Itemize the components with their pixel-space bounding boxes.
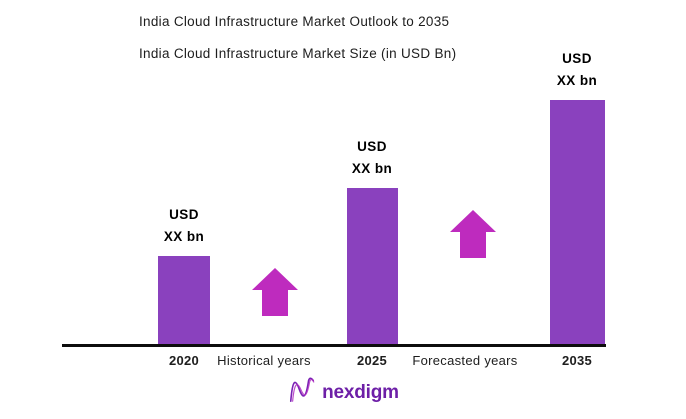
bar-value-label-line1: USD [357, 139, 387, 154]
bar-group-2020: USD XX bn [139, 204, 229, 344]
bar-group-2035: USD XX bn [532, 48, 622, 344]
bar-value-label-line2: XX bn [556, 73, 598, 88]
bar-value-label-line2: XX bn [351, 161, 393, 176]
annotation-forecasted-years: Forecasted years [412, 353, 518, 368]
x-tick-2035: 2035 [561, 353, 593, 368]
chart-title: India Cloud Infrastructure Market Outloo… [139, 14, 450, 29]
x-axis-line [62, 344, 606, 347]
bar-value-label-line2: XX bn [163, 229, 205, 244]
bar-value-label-2020: USD XX bn [164, 204, 204, 248]
nexdigm-logo-text: nexdigm [322, 381, 399, 403]
bar-2035 [549, 100, 605, 344]
bar-2025 [346, 188, 398, 344]
up-arrow-icon [252, 268, 298, 321]
x-tick-2025: 2025 [356, 353, 388, 368]
annotation-historical-years: Historical years [217, 353, 311, 368]
bar-group-2025: USD XX bn [327, 136, 417, 344]
bar-value-label-2035: USD XX bn [557, 48, 597, 92]
nexdigm-logo-icon [287, 374, 317, 411]
bar-2020 [158, 256, 210, 344]
nexdigm-logo: nexdigm [0, 374, 686, 411]
x-tick-2020: 2020 [168, 353, 200, 368]
bar-value-label-2025: USD XX bn [352, 136, 392, 180]
bar-value-label-line1: USD [169, 207, 199, 222]
up-arrow-icon [450, 210, 496, 263]
bar-value-label-line1: USD [562, 51, 592, 66]
chart-subtitle: India Cloud Infrastructure Market Size (… [139, 46, 457, 61]
